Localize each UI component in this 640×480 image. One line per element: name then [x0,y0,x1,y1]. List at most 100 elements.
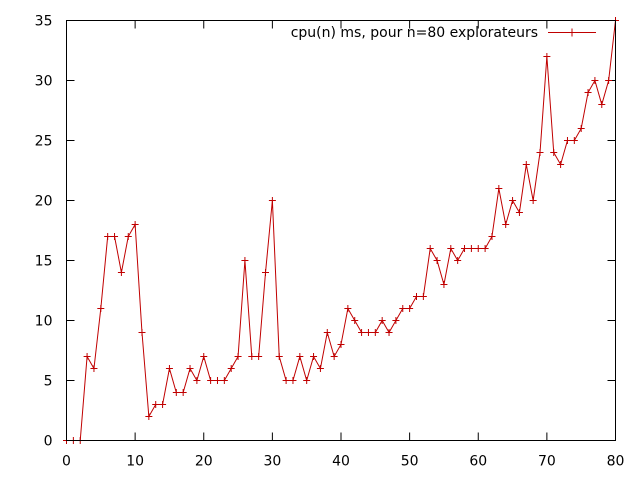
x-tick-label-3: 30 [263,454,281,470]
y-axis-ticks: 0 5 10 15 20 25 30 35 [35,14,616,450]
y-tick-label-2: 10 [35,314,53,330]
data-point [440,281,448,288]
data-point [474,245,482,252]
data-point [303,377,311,384]
series-layer [63,17,619,444]
data-point [488,233,496,240]
data-point [234,353,242,360]
x-tick-label-1: 10 [126,454,144,470]
data-point [433,257,441,264]
data-point [591,77,599,84]
data-point [550,149,558,156]
data-point [159,401,167,408]
x-tick-label-8: 80 [607,454,625,470]
legend-label: cpu(n) ms, pour n=80 explorateurs [291,25,538,41]
plot-frame [66,20,616,441]
data-point [584,89,592,96]
y-tick-label-5: 25 [35,134,53,150]
data-point [426,245,434,252]
x-tick-label-0: 0 [62,454,71,470]
data-point [213,377,221,384]
y-tick-label-7: 35 [35,14,53,30]
data-point [323,329,331,336]
data-point [145,413,153,420]
data-point [385,329,393,336]
data-point [289,377,297,384]
data-point [337,341,345,348]
data-point [344,305,352,312]
data-point [241,257,249,264]
data-point [461,245,469,252]
data-point [255,353,263,360]
data-point [358,329,366,336]
data-point [227,365,235,372]
data-point [481,245,489,252]
data-point [447,245,455,252]
data-point [529,197,537,204]
data-point [605,77,613,84]
data-point [207,377,215,384]
data-point [186,365,194,372]
data-point [406,305,414,312]
data-point [152,401,160,408]
data-point [124,233,132,240]
data-point [509,197,517,204]
data-point [515,209,523,216]
data-point [193,377,201,384]
data-point [179,389,187,396]
series-line-0 [66,20,616,441]
data-point [570,137,578,144]
data-point [371,329,379,336]
data-point [536,149,544,156]
y-tick-label-1: 5 [44,374,53,390]
x-tick-label-2: 20 [195,454,213,470]
y-tick-label-4: 20 [35,194,53,210]
data-point [522,161,530,168]
data-point [262,269,270,276]
data-point [138,329,146,336]
x-axis-ticks: 0 10 20 30 40 50 60 70 80 [62,20,625,470]
x-tick-label-5: 50 [401,454,419,470]
x-tick-label-6: 60 [469,454,487,470]
y-tick-label-6: 30 [35,74,53,90]
data-point [577,125,585,132]
data-point [454,257,462,264]
data-point [502,221,510,228]
data-point [392,317,400,324]
data-point [104,233,112,240]
y-tick-label-3: 15 [35,254,53,270]
x-tick-label-7: 70 [538,454,556,470]
data-point [200,353,208,360]
data-point [412,293,420,300]
data-point [296,353,304,360]
y-tick-label-0: 0 [44,434,53,450]
data-point [220,377,228,384]
data-point [364,329,372,336]
data-point [165,365,173,372]
data-point [557,161,565,168]
data-point [275,353,283,360]
data-point [268,197,276,204]
data-point [310,353,318,360]
data-point [248,353,256,360]
data-point [419,293,427,300]
data-point [351,317,359,324]
data-point [467,245,475,252]
data-point [598,101,606,108]
data-point [117,269,125,276]
data-point [172,389,180,396]
data-point [97,305,105,312]
data-point [543,53,551,60]
data-point [111,233,119,240]
data-point [131,221,139,228]
data-point [330,353,338,360]
data-point [563,137,571,144]
data-point [90,365,98,372]
data-point [495,185,503,192]
legend: cpu(n) ms, pour n=80 explorateurs [291,25,596,41]
data-point [378,317,386,324]
x-tick-label-4: 40 [332,454,350,470]
data-point [282,377,290,384]
data-point [316,365,324,372]
